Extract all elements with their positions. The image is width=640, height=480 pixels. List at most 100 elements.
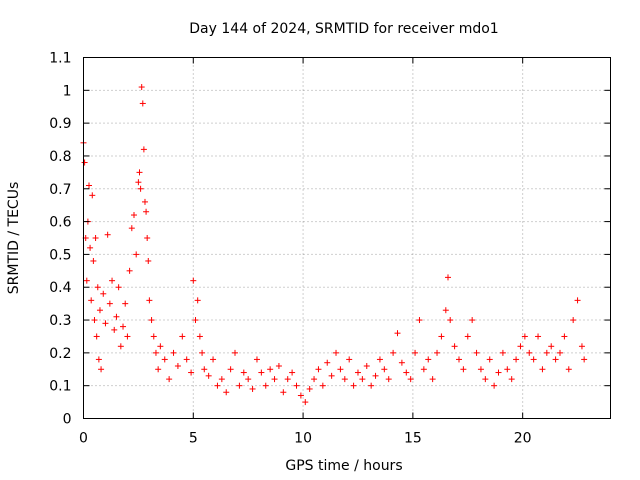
data-point — [205, 372, 212, 379]
chart-title: Day 144 of 2024, SRMTID for receiver mdo… — [189, 21, 498, 37]
data-point — [90, 257, 97, 264]
x-tick-label: 5 — [189, 431, 198, 447]
data-point — [324, 359, 331, 366]
data-point — [477, 366, 484, 373]
data-point — [174, 362, 181, 369]
data-point — [354, 369, 361, 376]
data-point — [93, 333, 100, 340]
data-point — [141, 198, 148, 205]
data-point — [455, 356, 462, 363]
y-tick-label: 1 — [63, 83, 72, 99]
data-point — [98, 366, 105, 373]
plot-frame — [83, 57, 611, 419]
y-tick-label: 1.1 — [49, 51, 71, 67]
data-point — [486, 356, 493, 363]
data-point — [275, 362, 282, 369]
data-point — [451, 343, 458, 350]
data-point — [359, 376, 366, 383]
data-point — [499, 349, 506, 356]
data-point — [91, 317, 98, 324]
data-point — [350, 382, 357, 389]
data-point — [183, 356, 190, 363]
data-point — [385, 376, 392, 383]
data-point — [140, 146, 147, 153]
data-point — [100, 290, 107, 297]
data-point — [138, 84, 145, 91]
data-point — [145, 257, 152, 264]
axes: 0 0.1 0.2 0.3 0.4 0.5 0.6 0.7 0.8 0.9 1 1.1 0 5 10 15 20 — [49, 51, 611, 447]
data-point — [113, 313, 120, 320]
data-point — [552, 356, 559, 363]
data-point — [96, 307, 103, 314]
data-point — [249, 385, 256, 392]
data-point — [297, 392, 304, 399]
data-point — [166, 376, 173, 383]
data-point — [407, 376, 414, 383]
data-point — [148, 317, 155, 324]
data-point — [223, 389, 230, 396]
x-tick-label: 10 — [294, 431, 312, 447]
y-tick-label: 0.3 — [49, 313, 71, 329]
data-point — [88, 297, 95, 304]
data-point — [390, 349, 397, 356]
y-tick-label: 0 — [63, 412, 72, 428]
data-point — [368, 382, 375, 389]
data-point — [122, 300, 129, 307]
data-point — [152, 349, 159, 356]
data-point — [429, 376, 436, 383]
data-point — [513, 356, 520, 363]
data-point — [398, 359, 405, 366]
data-point — [89, 192, 96, 199]
data-point — [460, 366, 467, 373]
y-tick-label: 0.7 — [49, 182, 71, 198]
data-point — [442, 307, 449, 314]
data-point — [232, 349, 239, 356]
data-point — [341, 376, 348, 383]
data-point — [464, 333, 471, 340]
data-point — [210, 356, 217, 363]
data-point — [236, 382, 243, 389]
y-tick-label: 0.6 — [49, 215, 71, 231]
data-point — [117, 343, 124, 350]
x-tick-label: 15 — [404, 431, 422, 447]
data-point — [102, 320, 109, 327]
data-point — [111, 326, 118, 333]
data-point — [394, 330, 401, 337]
data-point — [214, 382, 221, 389]
data-point — [146, 297, 153, 304]
data-point — [271, 376, 278, 383]
data-point — [376, 356, 383, 363]
y-tick-label: 0.9 — [49, 116, 71, 132]
data-point — [188, 369, 195, 376]
data-point — [504, 366, 511, 373]
data-point — [83, 277, 90, 284]
x-axis-label: GPS time / hours — [285, 458, 402, 474]
data-point — [526, 349, 533, 356]
data-point — [115, 284, 122, 291]
y-tick-label: 0.4 — [49, 280, 71, 296]
data-point — [95, 356, 102, 363]
data-point — [92, 235, 99, 241]
data-point — [420, 366, 427, 373]
data-point — [363, 362, 370, 369]
data-point — [556, 349, 563, 356]
data-point — [284, 376, 291, 383]
x-tick-label: 0 — [79, 431, 88, 447]
data-point — [136, 169, 143, 176]
data-point — [161, 356, 168, 363]
y-tick-label: 0.2 — [49, 346, 71, 362]
data-point — [491, 382, 498, 389]
data-point — [319, 382, 326, 389]
data-point — [94, 284, 101, 291]
data-point — [473, 349, 480, 356]
y-tick-label: 0.1 — [49, 379, 71, 395]
data-point — [535, 333, 542, 340]
data-point — [139, 100, 146, 107]
data-point — [227, 366, 234, 373]
data-point — [133, 251, 140, 258]
data-point — [218, 376, 225, 383]
data-point — [240, 369, 247, 376]
data-point — [253, 356, 260, 363]
data-point — [438, 333, 445, 340]
y-tick-label: 0.8 — [49, 149, 71, 165]
